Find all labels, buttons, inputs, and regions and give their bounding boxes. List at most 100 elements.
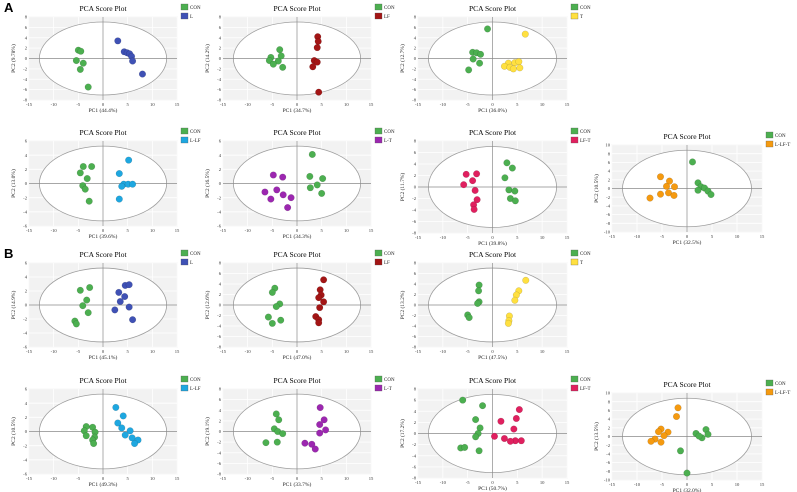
data-point-con xyxy=(704,430,712,438)
data-point-t xyxy=(504,319,512,327)
chart-title: PCA Score Plot xyxy=(663,380,711,389)
y-tick-label: -4 xyxy=(217,324,222,329)
y-tick-label: 8 xyxy=(219,15,222,20)
pca-chart-13: -15 -10 -5 0 5 10 15 -8 -6 -4 -2 0 2 4 6 8 PC1 (50.7%) PC… xyxy=(399,375,591,492)
legend-swatch xyxy=(374,12,383,20)
y-tick-label: -10 xyxy=(604,478,611,483)
legend-label: T xyxy=(580,15,583,20)
data-point-con xyxy=(475,447,483,455)
data-point-l-lf-t xyxy=(670,191,678,199)
legend-swatch xyxy=(374,249,383,257)
y-tick-label: -6 xyxy=(23,345,28,350)
data-point-con xyxy=(511,187,519,195)
data-point-l xyxy=(116,298,124,306)
legend-label: CON xyxy=(580,378,591,383)
data-point-con xyxy=(269,60,277,68)
y-tick-label: -4 xyxy=(606,204,611,209)
data-point-con xyxy=(268,319,276,327)
y-tick-label: -6 xyxy=(217,87,222,92)
data-point-t xyxy=(509,65,517,73)
data-point-con xyxy=(272,410,280,418)
data-point-con xyxy=(469,55,477,63)
data-point-con xyxy=(82,432,90,440)
x-tick-label: -5 xyxy=(270,228,275,233)
data-point-con xyxy=(279,63,287,71)
y-tick-label: 4 xyxy=(414,409,417,414)
y-tick-label: 8 xyxy=(414,261,417,266)
legend-label: CON xyxy=(384,6,395,11)
legend-label: L-LF-T xyxy=(775,391,790,396)
chart-title: PCA Score Plot xyxy=(273,376,321,385)
y-tick-label: -4 xyxy=(412,77,417,82)
data-point-con xyxy=(81,185,89,193)
y-tick-label: 6 xyxy=(25,261,28,266)
x-tick-label: -10 xyxy=(51,102,58,107)
data-point-l-lf-t xyxy=(673,412,681,420)
data-point-t xyxy=(516,64,524,72)
y-tick-label: 6 xyxy=(414,398,417,403)
y-tick-label: 4 xyxy=(219,153,222,158)
x-axis-label: PC1 (39.8%) xyxy=(478,240,507,247)
y-tick-label: 0 xyxy=(25,56,28,61)
pca-chart-6: -15 -10 -5 0 5 10 15 -8 -6 -4 -2 0 2 4 6 8 PC1 (39.8%) PC… xyxy=(399,127,591,247)
y-tick-label: -4 xyxy=(23,77,28,82)
legend-label: LF-T xyxy=(580,139,591,144)
legend-swatch xyxy=(765,379,774,387)
data-point-con xyxy=(475,281,483,289)
data-point-l-lf-t xyxy=(647,437,655,445)
x-tick-label: -15 xyxy=(26,228,33,233)
y-tick-label: 6 xyxy=(219,397,222,402)
x-axis-label: PC1 (50.7%) xyxy=(478,485,507,492)
legend-label: LF xyxy=(384,261,390,266)
data-point-con xyxy=(508,164,516,172)
data-point-con xyxy=(475,287,483,295)
y-tick-label: 0 xyxy=(219,303,222,308)
x-tick-label: -5 xyxy=(76,228,81,233)
data-point-lf xyxy=(309,63,317,71)
y-tick-label: -2 xyxy=(412,66,417,71)
x-tick-label: 0 xyxy=(491,349,494,354)
data-point-l-lf xyxy=(125,156,133,164)
legend-swatch xyxy=(374,127,383,135)
data-point-con xyxy=(477,50,485,58)
y-tick-label: 8 xyxy=(219,387,222,392)
y-tick-label: 2 xyxy=(219,292,222,297)
chart-title: PCA Score Plot xyxy=(273,128,321,137)
data-point-con xyxy=(459,396,467,404)
y-tick-label: 2 xyxy=(414,46,417,51)
data-point-l-t xyxy=(320,416,328,424)
pca-chart-12: -15 -10 -5 0 5 10 15 -8 -6 -4 -2 0 2 4 6 8 PC1 (33.7%) PC… xyxy=(204,375,395,488)
y-axis-label: PC2 (10.5%) xyxy=(593,174,600,203)
y-tick-label: -2 xyxy=(23,317,28,322)
x-tick-label: 15 xyxy=(175,349,180,354)
data-point-con xyxy=(83,175,91,183)
chart-title: PCA Score Plot xyxy=(79,4,127,13)
y-tick-label: 6 xyxy=(219,271,222,276)
data-point-con xyxy=(85,197,93,205)
data-point-t xyxy=(522,276,530,284)
x-tick-label: 10 xyxy=(540,349,545,354)
y-tick-label: -6 xyxy=(606,460,611,465)
y-tick-label: -4 xyxy=(412,208,417,213)
y-tick-label: 8 xyxy=(608,399,611,404)
data-point-lf-t xyxy=(500,435,508,443)
y-tick-label: -6 xyxy=(412,334,417,339)
y-tick-label: -6 xyxy=(23,224,28,229)
x-tick-label: 0 xyxy=(102,349,105,354)
data-point-l-t xyxy=(279,191,287,199)
data-point-con xyxy=(465,66,473,74)
data-point-l-lf-t xyxy=(671,183,679,191)
data-point-lf-t xyxy=(512,414,520,422)
x-tick-label: 5 xyxy=(321,102,324,107)
panel-label-a: A xyxy=(4,0,14,15)
x-tick-label: -10 xyxy=(245,349,252,354)
data-point-l-t xyxy=(269,171,277,179)
x-tick-label: -15 xyxy=(26,349,33,354)
x-tick-label: -5 xyxy=(270,349,275,354)
data-point-l xyxy=(115,288,123,296)
y-tick-label: -4 xyxy=(23,209,28,214)
y-tick-label: 0 xyxy=(25,429,28,434)
x-tick-label: 5 xyxy=(711,234,714,239)
data-point-lf xyxy=(316,304,324,312)
x-axis-label: PC1 (32.5%) xyxy=(673,239,702,246)
